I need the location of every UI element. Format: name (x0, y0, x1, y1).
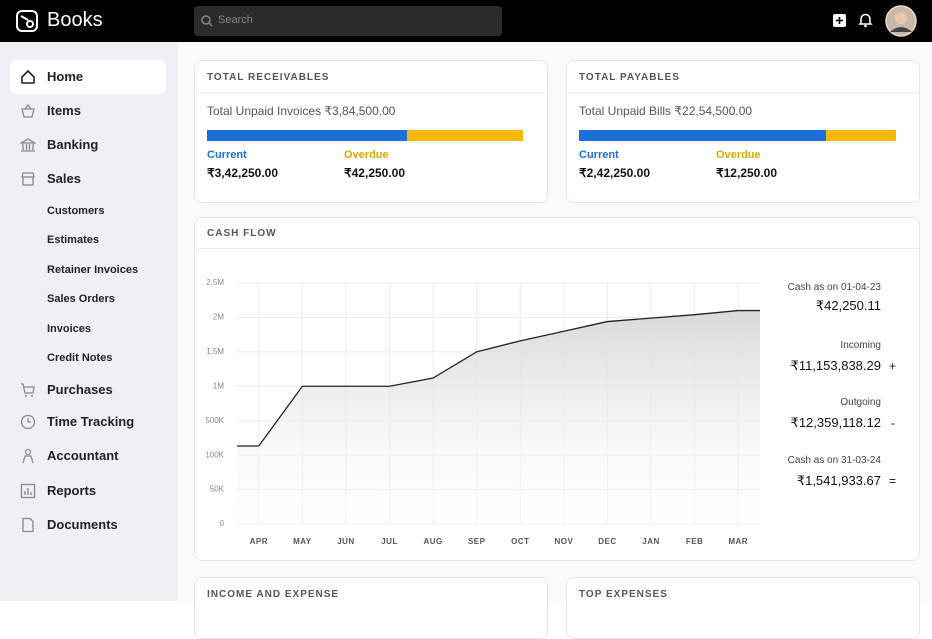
summary-amount: ₹1,541,933.67 (796, 473, 881, 488)
overdue-amount: ₹42,250.00 (344, 166, 406, 180)
nav-item[interactable]: Banking (47, 137, 99, 152)
card-title: CASH FLOW (207, 228, 277, 239)
logo-icon (16, 10, 38, 32)
nav-icon (21, 172, 35, 186)
overdue-label: Overdue (344, 149, 389, 161)
nav-icon (21, 383, 35, 397)
sub-nav-item[interactable]: Sales Orders (47, 293, 115, 305)
user-avatar[interactable] (885, 5, 917, 37)
receivables-card: TOTAL RECEIVABLES Total Unpaid Invoices … (194, 60, 548, 203)
nav-item[interactable]: Items (47, 103, 81, 118)
search-placeholder: Search (218, 14, 253, 26)
overdue-bar (826, 130, 896, 141)
nav-item[interactable]: Purchases (47, 382, 113, 397)
nav-icon (20, 138, 36, 152)
summary-sign: - (891, 416, 895, 430)
app-name: Books (47, 9, 103, 31)
sidebar: Home Items Banking Sales Customers Estim… (0, 42, 178, 601)
current-label: Current (207, 149, 247, 161)
top-expenses-card: TOP EXPENSES (566, 577, 920, 639)
add-button[interactable] (832, 13, 847, 28)
nav-item[interactable]: Sales (47, 171, 81, 186)
active-nav-bg (10, 60, 166, 94)
summary-label: Incoming (840, 340, 881, 351)
summary-sign: + (889, 359, 897, 373)
main-content: TOTAL RECEIVABLES Total Unpaid Invoices … (178, 42, 932, 639)
current-amount: ₹2,42,250.00 (579, 166, 651, 180)
cash-flow-card: CASH FLOW Cash as on 01-04-23 ₹42,250.11… (194, 217, 920, 561)
total-unpaid: Total Unpaid Bills ₹22,54,500.00 (579, 104, 753, 118)
nav-icon (20, 414, 36, 430)
sub-nav-item[interactable]: Credit Notes (47, 352, 113, 364)
nav-item[interactable]: Home (47, 69, 84, 84)
payables-card: TOTAL PAYABLES Total Unpaid Bills ₹22,54… (566, 60, 920, 203)
nav-icon (20, 483, 36, 499)
top-bar: Books Search (0, 0, 932, 42)
sub-nav-item[interactable]: Invoices (47, 323, 92, 335)
nav-icon (22, 448, 34, 464)
nav-item[interactable]: Reports (47, 483, 97, 498)
nav-icon (22, 517, 34, 533)
sub-nav-item[interactable]: Retainer Invoices (47, 264, 139, 276)
divider (567, 92, 919, 93)
current-label: Current (579, 149, 619, 161)
card-title: TOTAL PAYABLES (579, 72, 680, 83)
current-bar (579, 130, 826, 141)
current-bar (207, 130, 407, 141)
divider (195, 248, 919, 249)
search-icon (201, 15, 213, 27)
search-box[interactable]: Search (194, 6, 502, 36)
nav-item[interactable]: Documents (47, 517, 118, 532)
nav-item[interactable]: Time Tracking (47, 414, 135, 429)
summary-label: Cash as on 31-03-24 (787, 455, 881, 466)
overdue-bar (407, 130, 523, 141)
overdue-label: Overdue (716, 149, 761, 161)
summary-label: Cash as on 01-04-23 (787, 282, 881, 293)
sub-nav-item[interactable]: Estimates (47, 234, 99, 246)
summary-amount: ₹11,153,838.29 (790, 358, 881, 373)
summary-sign: = (889, 474, 897, 488)
summary-amount: ₹12,359,118.12 (790, 415, 881, 430)
nav-item[interactable]: Accountant (47, 448, 119, 463)
sub-nav-item[interactable]: Customers (47, 205, 105, 217)
overdue-amount: ₹12,250.00 (716, 166, 778, 180)
card-title: TOTAL RECEIVABLES (207, 72, 330, 83)
summary-amount: ₹42,250.11 (815, 298, 881, 313)
total-unpaid: Total Unpaid Invoices ₹3,84,500.00 (207, 104, 396, 118)
summary-label: Outgoing (840, 397, 881, 408)
notifications-button[interactable] (858, 12, 873, 28)
current-amount: ₹3,42,250.00 (207, 166, 279, 180)
nav-icon (21, 69, 35, 84)
income-expense-card: INCOME AND EXPENSE (194, 577, 548, 639)
card-title: INCOME AND EXPENSE (207, 589, 340, 600)
nav-icon (21, 103, 35, 118)
divider (195, 92, 547, 93)
card-title: TOP EXPENSES (579, 589, 668, 600)
